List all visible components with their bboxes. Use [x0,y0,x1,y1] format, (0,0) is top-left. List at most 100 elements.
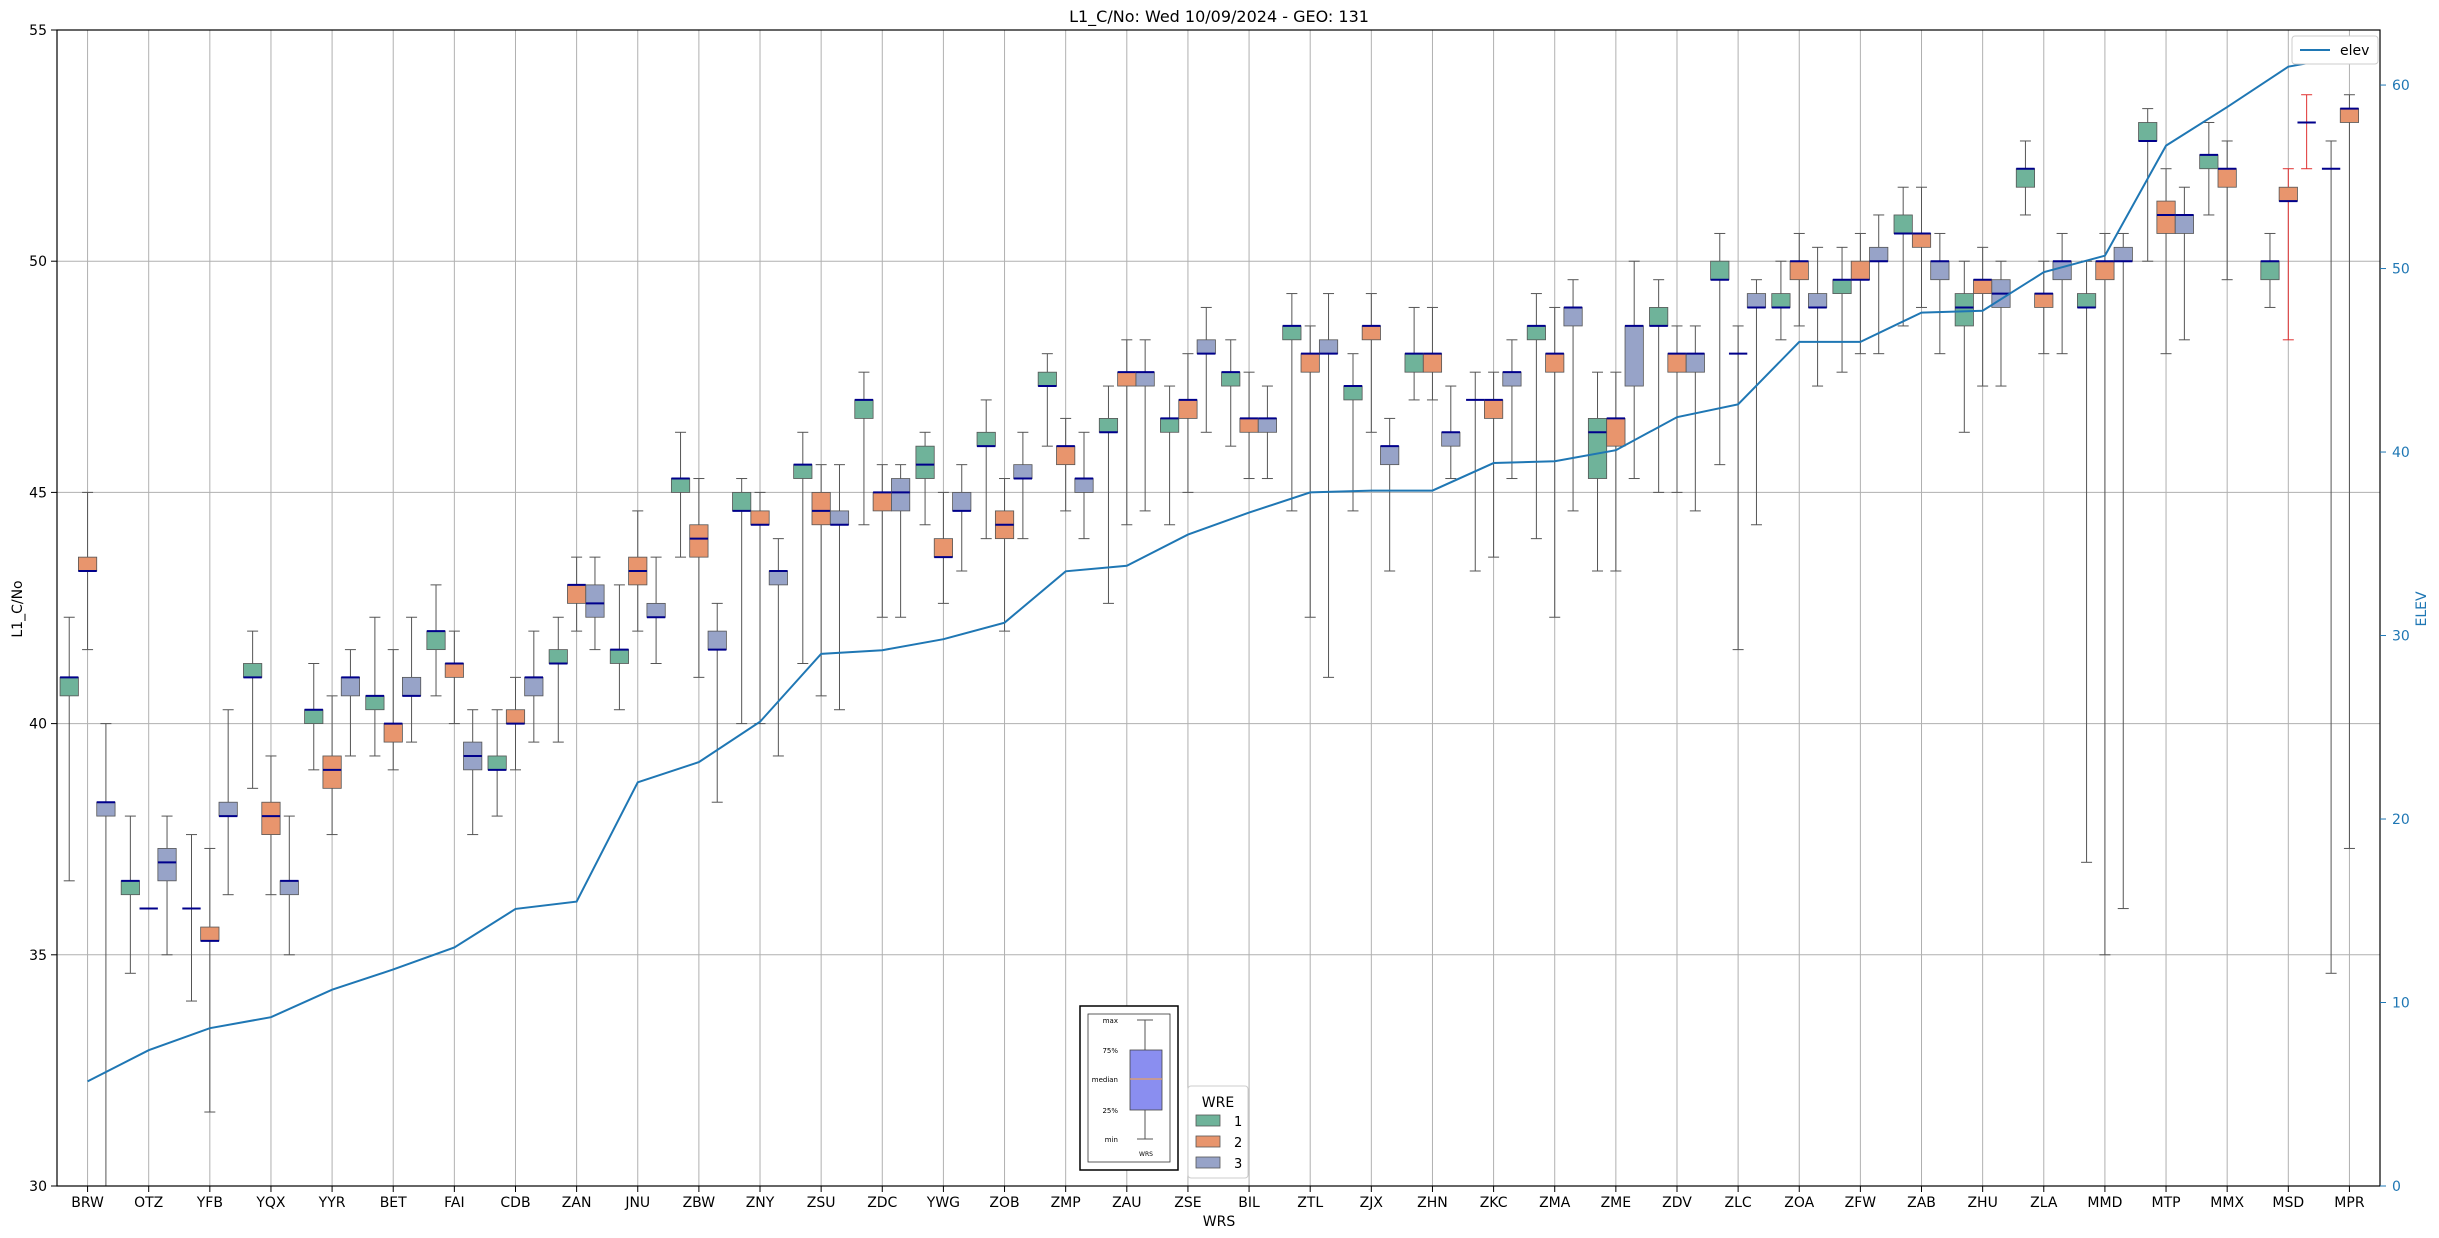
box-iqr [1422,353,1443,373]
y2-tick-label: 40 [2392,445,2410,461]
box-iqr [976,431,996,447]
box-iqr [2278,186,2298,202]
axis-layer: 30 35 40 45 50 55 0 10 20 30 40 50 60 BRW OTZ YFB YQX YYR… [29,23,2410,1211]
elev-line [87,54,2350,1083]
box-iqr [811,491,831,526]
box-ZAN-wre1 [548,616,568,743]
box-ZNY-wre2 [750,491,770,725]
box-iqr [567,584,587,604]
key-label-x: WRS [1139,1151,1153,1158]
box-ZFW-wre3 [1869,214,1889,355]
box-iqr [1808,293,1828,308]
box-YWG-wre3 [952,464,972,572]
box-ZDC-wre3 [891,464,911,618]
box-ZAN-wre3 [585,556,605,651]
grid-layer [57,29,2380,1187]
elev-legend-label: elev [2340,43,2369,59]
box-ZDC-wre2 [872,464,892,618]
box-iqr [1545,353,1565,373]
box-BIL-wre3 [1257,385,1277,480]
box-iqr [77,556,98,572]
box-iqr [1789,260,1809,281]
box-iqr [59,676,79,697]
box-iqr [1056,445,1076,466]
box-iqr [1221,371,1241,387]
box-ZKC-wre3 [1502,339,1522,480]
wre-legend: WRE 1 2 3 [1187,1085,1249,1179]
box-iqr [2052,260,2072,281]
box-ZAB-wre1 [1893,186,1913,327]
x-tick-label-ZAN: ZAN [562,1195,592,1211]
x-tick-label-ZSU: ZSU [807,1195,836,1211]
box-MSD-wre2 [2278,168,2298,341]
box-iqr [1160,418,1180,433]
box-iqr [2260,260,2280,281]
box-BRW-wre1 [59,616,79,882]
x-tick-label-ZNY: ZNY [746,1195,775,1211]
box-YWG-wre2 [933,491,953,604]
box-iqr [444,663,464,678]
box-ZMA-wre3 [1563,279,1583,512]
box-iqr [933,538,953,558]
x-tick-label-ZKC: ZKC [1480,1195,1508,1211]
box-ZOB-wre3 [1013,431,1033,540]
boxplot-key-inset: max 75% median 25% min WRS [1079,1005,1179,1171]
box-iqr [279,880,299,896]
box-iqr [1343,385,1363,401]
box-ZHN-wre2 [1422,306,1443,401]
x-tick-label-ZHU: ZHU [1967,1195,1997,1211]
box-MPR-wre1 [2321,140,2341,974]
x-tick-label-ZFW: ZFW [1845,1195,1877,1211]
box-ZAU-wre1 [1098,385,1119,604]
x-tick-label-ZJX: ZJX [1360,1195,1384,1211]
box-iqr [1710,260,1730,281]
box-ZHN-wre1 [1404,306,1424,401]
wre-legend-swatch-1 [1195,1114,1221,1127]
box-iqr [1484,399,1504,419]
box-iqr [1685,353,1705,373]
box-iqr [1037,371,1057,387]
chart-title: L1_C/No: Wed 10/09/2024 - GEO: 131 [1069,7,1369,27]
box-iqr [1257,418,1277,433]
box-iqr [304,709,324,725]
box-iqr [1502,371,1522,387]
box-ZHU-wre2 [1973,246,1993,387]
box-ZDV-wre1 [1649,279,1669,493]
box-iqr [487,755,507,771]
box-iqr [2113,246,2133,262]
box-ZLA-wre2 [2034,260,2054,355]
box-iqr [1013,464,1033,479]
box-YQX-wre3 [279,815,299,956]
y2-tick-label: 30 [2392,629,2410,645]
box-ZFW-wre2 [1850,232,1870,355]
wre-legend-label-1: 1 [1234,1115,1242,1130]
box-iqr [2034,293,2054,308]
box-iqr [1587,418,1608,479]
box-iqr [646,602,666,618]
box-iqr [1074,478,1094,493]
box-iqr [505,709,526,725]
box-ZSU-wre2 [811,464,831,697]
box-ZNY-wre3 [768,538,788,757]
box-iqr [768,570,788,586]
y-tick-label: 55 [29,23,47,39]
box-ZBW-wre3 [707,602,727,803]
box-OTZ-wre3 [157,815,177,956]
x-tick-label-ZMP: ZMP [1051,1195,1081,1211]
y2-axis-label: ELEV [2414,591,2430,626]
x-tick-label-MTP: MTP [2152,1195,2181,1211]
y2-tick-label: 60 [2392,78,2410,94]
x-tick-label-ZBW: ZBW [683,1195,716,1211]
box-MSD-wre3 [2297,94,2316,170]
box-MSD-wre1 [2260,232,2280,308]
box-ZSU-wre1 [793,431,813,664]
box-ZAU-wre2 [1117,339,1137,526]
y2-tick-label: 20 [2392,812,2410,828]
box-ZLC-wre2 [1728,325,1748,651]
box-CDB-wre1 [487,709,507,817]
box-iqr [1771,293,1791,308]
box-ZBW-wre1 [670,431,691,558]
box-iqr [1282,325,1302,341]
box-iqr [2156,200,2176,234]
wre-legend-swatch-3 [1195,1156,1221,1169]
